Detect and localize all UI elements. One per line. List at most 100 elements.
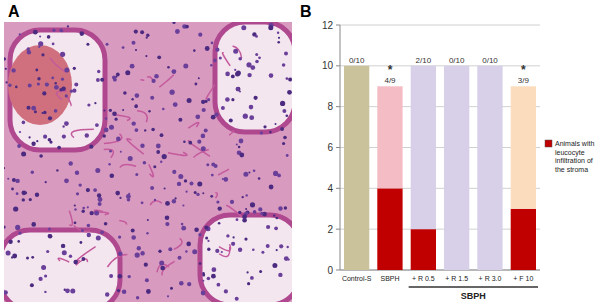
nucleus [74, 204, 76, 206]
category-label: + R 1.5 [445, 275, 468, 282]
x-axis [340, 270, 540, 271]
nucleus [98, 202, 102, 206]
nucleus [160, 161, 162, 163]
nucleus [70, 90, 73, 93]
nucleus [284, 206, 287, 209]
nucleus [90, 211, 94, 215]
nucleus [62, 135, 66, 139]
nucleus [52, 43, 55, 46]
nucleus [195, 114, 200, 119]
nucleus [137, 246, 141, 250]
nucleus [252, 249, 255, 252]
nucleus [135, 173, 138, 176]
nucleus [64, 67, 69, 72]
nucleus [225, 97, 230, 102]
nucleus [52, 29, 55, 32]
nucleus [87, 233, 91, 237]
tick-label: 12 [322, 20, 334, 31]
nucleus [12, 254, 17, 259]
nucleus [110, 174, 115, 179]
nucleus [69, 255, 72, 258]
nucleus [118, 274, 123, 279]
nucleus [239, 91, 241, 93]
group-bracket [409, 286, 538, 288]
nucleus [241, 25, 246, 30]
nucleus [160, 133, 164, 137]
nucleus [56, 169, 58, 171]
nucleus [219, 56, 222, 59]
nucleus [104, 128, 109, 133]
nucleus [218, 206, 222, 210]
nucleus [190, 182, 194, 186]
fibre [168, 152, 187, 155]
nucleus [22, 190, 27, 195]
nucleus [131, 228, 135, 232]
nucleus [4, 57, 6, 60]
bar-segment [411, 66, 436, 229]
nucleus [8, 84, 11, 87]
nucleus [116, 137, 121, 142]
nucleus [115, 191, 120, 196]
nucleus [148, 110, 150, 112]
nucleus [248, 172, 250, 174]
nucleus [64, 178, 69, 183]
fibre [215, 192, 217, 198]
nucleus [106, 43, 109, 46]
nucleus [82, 210, 85, 213]
legend-line: leucocyte [555, 149, 585, 157]
nucleus [182, 204, 184, 206]
nucleus [164, 187, 166, 189]
nucleus [288, 259, 290, 261]
nucleus [278, 37, 280, 39]
nucleus [73, 67, 76, 70]
nucleus [27, 47, 30, 50]
nucleus [59, 29, 63, 33]
nucleus [146, 289, 151, 294]
nucleus [122, 46, 125, 49]
fibre [174, 238, 182, 249]
nucleus [183, 63, 188, 68]
nucleus [187, 98, 192, 103]
nucleus [287, 246, 289, 248]
nucleus [112, 111, 117, 116]
tick-label: 6 [327, 142, 333, 153]
nucleus [238, 57, 242, 61]
fibre [119, 220, 126, 224]
nucleus [246, 62, 251, 67]
nucleus [215, 48, 219, 52]
bar-segment [377, 188, 402, 270]
nucleus [278, 206, 282, 210]
nucleus [236, 87, 240, 91]
nucleus [82, 257, 86, 261]
tick-label: 2 [327, 224, 333, 235]
bars [344, 66, 536, 270]
nucleus [43, 111, 47, 115]
nucleus [42, 112, 44, 114]
nucleus [202, 280, 204, 282]
nucleus [250, 202, 255, 207]
nucleus [4, 290, 8, 295]
nucleus [140, 30, 144, 34]
tick-label: 4 [327, 183, 333, 194]
nucleus [95, 168, 100, 173]
fibre [104, 134, 122, 144]
nucleus [13, 206, 18, 211]
nucleus [31, 171, 34, 174]
nucleus [205, 46, 210, 51]
nucleus [198, 233, 201, 236]
nucleus [269, 185, 274, 190]
nucleus [38, 41, 43, 46]
nucleus [178, 174, 183, 179]
nucleus [39, 277, 43, 281]
nucleus [17, 144, 21, 148]
fibre [104, 149, 114, 157]
nucleus [87, 224, 91, 228]
nucleus [186, 242, 191, 247]
nucleus [93, 188, 97, 192]
nucleus [261, 251, 264, 254]
nucleus [243, 172, 248, 177]
nucleus [98, 197, 103, 202]
nucleus [145, 278, 149, 282]
nucleus [146, 37, 148, 39]
nucleus [86, 188, 90, 192]
